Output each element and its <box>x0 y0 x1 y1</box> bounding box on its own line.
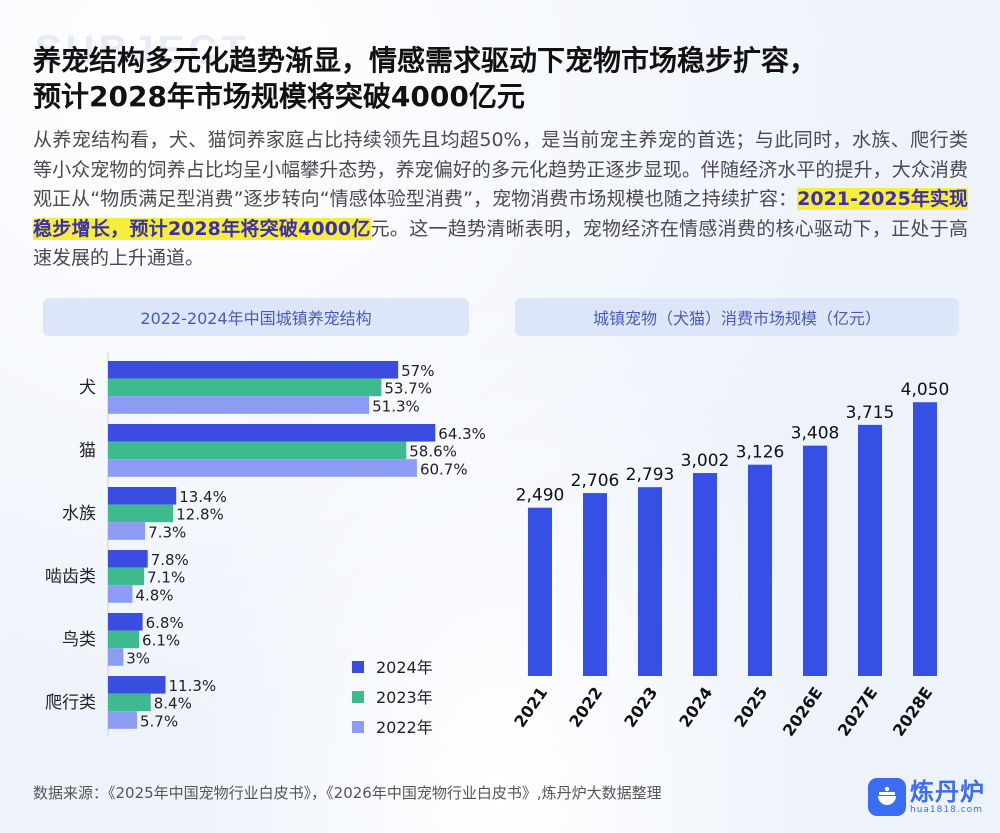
summary-paragraph: 从养宠结构看，犬、猫饲养家庭占比持续领先且均超50%，是当前宠主养宠的首选；与此… <box>33 126 968 274</box>
bar-value-label: 5.7% <box>140 712 178 730</box>
paragraph-text: 从养宠结构看，犬、猫饲养家庭占比持续领先且均超50%，是当前宠主养宠的首选；与此… <box>33 129 968 210</box>
bar-value-label: 57% <box>401 362 434 380</box>
page-title: 养宠结构多元化趋势渐显，情感需求驱动下宠物市场稳步扩容， 预计2028年市场规模… <box>33 43 963 115</box>
bar <box>108 378 382 397</box>
category-label: 爬行类 <box>45 693 96 713</box>
category-label: 猫 <box>79 441 96 461</box>
bar <box>108 441 407 460</box>
bar <box>108 487 177 505</box>
category-label: 水族 <box>62 504 96 524</box>
bar-value-label: 53.7% <box>384 380 432 398</box>
category-label: 犬 <box>79 378 96 398</box>
bar-value-label: 12.8% <box>176 506 224 524</box>
bar <box>108 676 166 694</box>
bar <box>108 585 133 603</box>
bar-value-label: 2,793 <box>626 465 675 485</box>
bar-value-label: 3,002 <box>681 451 730 471</box>
bar <box>108 693 151 712</box>
bar-value-label: 4.8% <box>135 586 173 604</box>
x-tick-label: 2022 <box>565 683 606 730</box>
bar <box>108 648 124 666</box>
left-chart-title: 2022-2024年中国城镇养宠结构 <box>43 298 469 336</box>
bar <box>748 464 772 676</box>
bar <box>108 613 143 631</box>
bar <box>108 396 370 414</box>
title-line-1: 养宠结构多元化趋势渐显，情感需求驱动下宠物市场稳步扩容， <box>33 44 818 77</box>
bar-value-label: 6.1% <box>142 632 180 650</box>
title-line-2: 预计2028年市场规模将突破4000亿元 <box>33 80 525 113</box>
bar-value-label: 7.1% <box>147 569 185 587</box>
x-tick-label: 2024 <box>675 683 716 730</box>
bar <box>108 630 140 649</box>
bar-value-label: 64.3% <box>438 425 486 443</box>
x-tick-label: 2021 <box>510 683 551 730</box>
logo-text: 炼丹炉 <box>910 778 985 806</box>
bar <box>108 550 148 568</box>
category-label: 啮齿类 <box>45 567 96 587</box>
bar-value-label: 13.4% <box>179 488 227 506</box>
watermark: SUBJECT <box>35 28 250 72</box>
bar-value-label: 6.8% <box>146 614 184 632</box>
bar <box>638 487 662 676</box>
right-chart-title: 城镇宠物（犬猫）消费市场规模（亿元） <box>515 298 959 336</box>
bar-value-label: 2,706 <box>571 471 620 491</box>
bar-value-label: 51.3% <box>372 397 420 415</box>
bar-value-label: 58.6% <box>409 443 457 461</box>
logo-icon <box>868 778 906 816</box>
bar <box>858 424 882 676</box>
x-tick-label: 2028E <box>889 683 936 739</box>
x-tick-label: 2027E <box>834 683 881 739</box>
bar <box>108 424 436 442</box>
bar-value-label: 11.3% <box>169 677 217 695</box>
x-tick-label: 2025 <box>730 683 771 730</box>
bar <box>693 473 717 676</box>
bar <box>913 402 937 676</box>
legend-swatch <box>352 691 364 703</box>
data-source: 数据来源：《2025年中国宠物行业白皮书》，《2026年中国宠物行业白皮书》,炼… <box>33 784 662 802</box>
bar <box>108 711 138 729</box>
paragraph-text-end: 元。这一趋势清晰表明，宠物经济在情感消费的核心驱动下，正处于高速发展的上升通道。 <box>33 217 968 270</box>
bar-value-label: 3,715 <box>846 403 895 423</box>
bar-value-label: 7.3% <box>148 523 186 541</box>
bar-value-label: 60.7% <box>420 460 468 478</box>
x-tick-label: 2026E <box>779 683 826 739</box>
bar <box>108 361 399 379</box>
bar-value-label: 4,050 <box>901 380 950 400</box>
bar <box>108 567 145 586</box>
logo-subtext: hua1818.com <box>910 805 983 815</box>
legend-label: 2023年 <box>376 688 433 707</box>
bar-value-label: 2,490 <box>516 486 565 506</box>
bar <box>108 522 146 540</box>
bar <box>803 445 827 676</box>
bar-value-label: 8.4% <box>154 695 192 713</box>
legend-swatch <box>352 661 364 673</box>
legend-swatch <box>352 721 364 733</box>
bar-value-label: 3% <box>126 649 150 667</box>
bar <box>528 507 552 676</box>
bar <box>108 459 417 477</box>
bar <box>583 493 607 676</box>
legend-label: 2022年 <box>376 718 433 737</box>
bar-value-label: 7.8% <box>151 551 189 569</box>
category-label: 鸟类 <box>62 630 96 650</box>
legend-label: 2024年 <box>376 658 433 677</box>
x-tick-label: 2023 <box>620 683 661 730</box>
brand-logo: 炼丹炉 hua1818.com <box>868 778 985 816</box>
bar-value-label: 3,408 <box>791 424 840 444</box>
bar-value-label: 3,126 <box>736 443 785 463</box>
bar <box>108 504 174 523</box>
